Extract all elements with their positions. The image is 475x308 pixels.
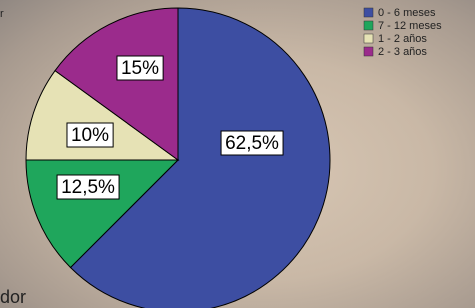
- background-text: dor: [0, 287, 26, 307]
- data-label: 12,5%: [61, 177, 115, 198]
- data-label: 15%: [121, 58, 159, 79]
- chart: r dor 62,5% 12,5% 10% 15% 0 - 6 meses7 - 12 …: [0, 0, 475, 308]
- legend-swatch: [364, 34, 373, 43]
- legend-swatch: [364, 47, 373, 56]
- legend-label: 7 - 12 meses: [378, 20, 442, 32]
- legend-swatch: [364, 8, 373, 17]
- background-text: r: [0, 8, 4, 20]
- legend-label: 0 - 6 meses: [378, 7, 436, 19]
- data-label: 62,5%: [225, 133, 279, 154]
- legend-swatch: [364, 21, 373, 30]
- data-label: 10%: [71, 125, 109, 146]
- legend-label: 2 - 3 años: [378, 46, 427, 58]
- legend-label: 1 - 2 años: [378, 33, 427, 45]
